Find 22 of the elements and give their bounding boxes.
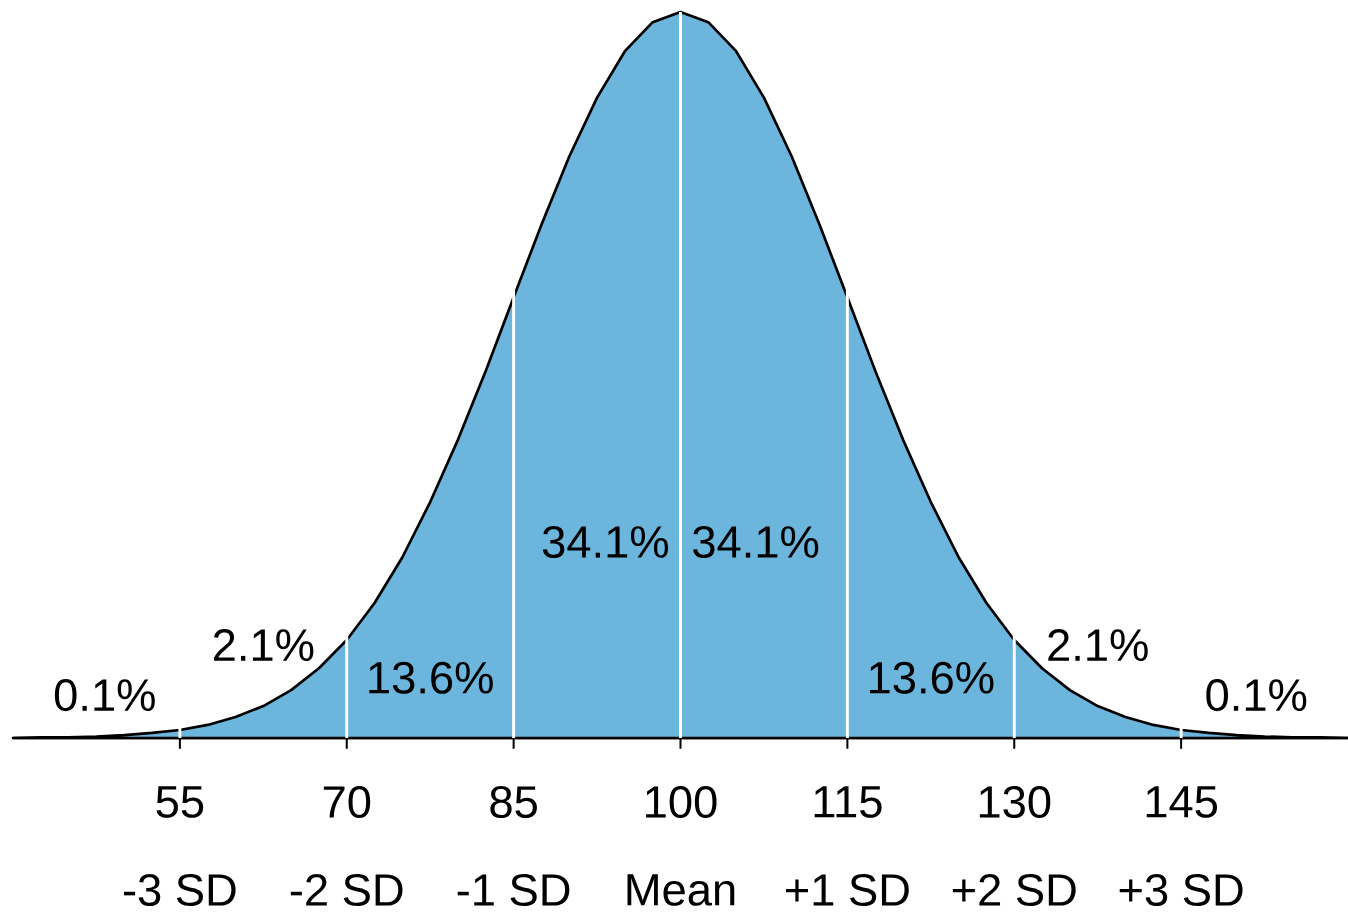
annotation: 13.6% [869, 661, 994, 694]
x-tick-label: 145 [1146, 786, 1218, 818]
x-tick-label: 130 [979, 785, 1051, 819]
text: -2 SD [290, 873, 403, 907]
text: +2 SD [952, 873, 1076, 907]
annotation: 0.1% [54, 679, 155, 712]
text: -3 SD [123, 873, 236, 907]
annotation: 2.1% [1048, 629, 1148, 662]
x-tick-label: 55 [156, 786, 204, 818]
x-tick-label: 100 [646, 785, 717, 819]
annotation: 13.6% [369, 661, 493, 694]
text: Mean [627, 874, 735, 906]
text: +1 SD [785, 873, 909, 907]
annotation: 34.1% [542, 525, 669, 559]
x-tick-label: 115 [814, 786, 882, 818]
x-tick-label: 70 [323, 785, 371, 819]
annotation: 2.1% [213, 629, 314, 662]
annotation: 34.1% [693, 525, 819, 559]
text: +3 SD [1119, 873, 1243, 907]
annotation: 0.1% [1206, 679, 1307, 712]
text: -1 SD [457, 873, 570, 907]
x-tick-label: 85 [490, 785, 537, 819]
